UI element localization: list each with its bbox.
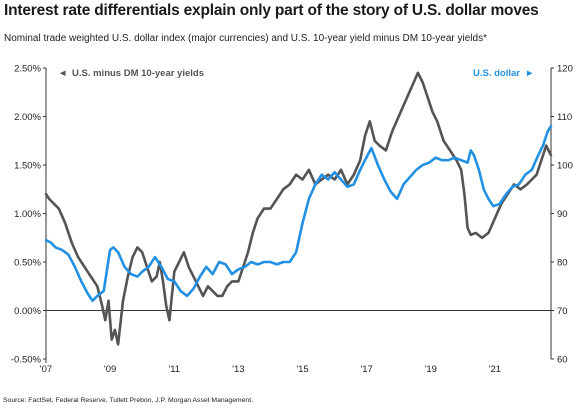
x-tick-label: '09: [104, 364, 116, 375]
source-note: Source: FactSet, Federal Reserve, Tullet…: [3, 397, 253, 404]
us-dollar-line: [44, 124, 553, 303]
chart-subtitle: Nominal trade weighted U.S. dollar index…: [4, 33, 487, 44]
left-tick-label: 0.00%: [14, 306, 41, 317]
left-tick-label: -0.50%: [11, 355, 42, 366]
right-tick-label: 90: [557, 209, 568, 220]
left-tick-label: 1.00%: [14, 209, 41, 220]
right-tick-label: 80: [557, 258, 568, 269]
right-tick-label: 100: [557, 161, 573, 172]
left-tick-label: 0.50%: [14, 258, 41, 269]
left-tick-label: 2.00%: [14, 112, 41, 123]
legend-marker-dollar: ►: [525, 68, 534, 79]
legend-marker-differential: ◄: [58, 68, 67, 79]
legend-label-dollar: U.S. dollar: [473, 68, 520, 79]
yield-differential-line: [44, 71, 553, 346]
x-tick-label: '17: [360, 364, 372, 375]
right-tick-label: 70: [557, 306, 568, 317]
x-tick-label: '15: [296, 364, 308, 375]
legend-label-differential: U.S. minus DM 10-year yields: [72, 68, 204, 79]
right-tick-label: 120: [557, 64, 573, 75]
x-tick-label: '19: [425, 364, 437, 375]
x-tick-label: '07: [40, 364, 52, 375]
left-tick-label: 1.50%: [14, 161, 41, 172]
x-tick-label: '21: [489, 364, 501, 375]
right-tick-label: 60: [557, 355, 568, 366]
right-tick-label: 110: [557, 112, 572, 123]
x-tick-label: '11: [168, 364, 180, 375]
chart-title: Interest rate differentials explain only…: [4, 2, 539, 19]
left-tick-label: 2.50%: [14, 64, 41, 75]
x-tick-label: '13: [232, 364, 244, 375]
